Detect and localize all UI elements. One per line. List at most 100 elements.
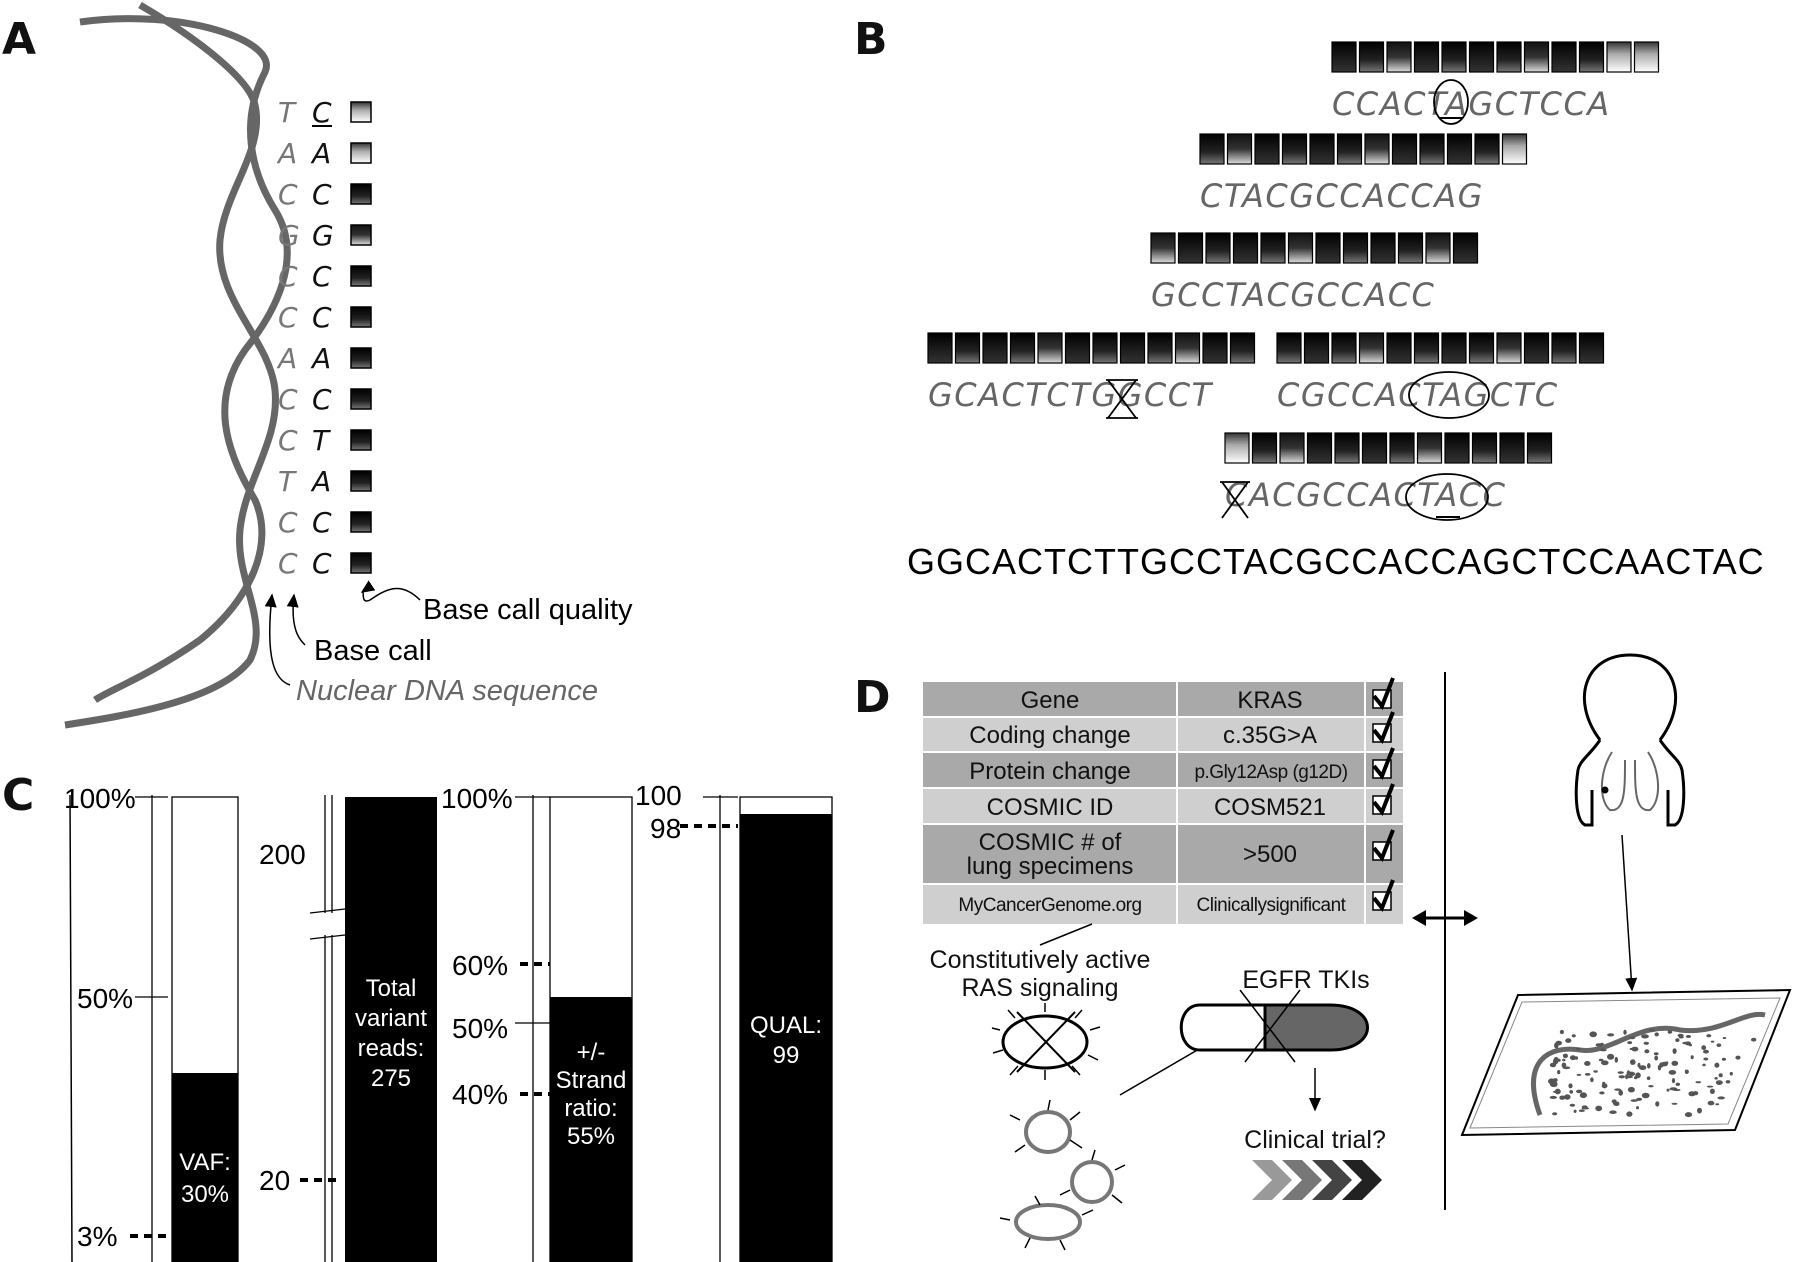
read-quality-square <box>1633 41 1660 73</box>
read-quality-square <box>1496 332 1522 364</box>
table-value-coding: c.35G>A <box>1223 722 1317 749</box>
read-quality-square <box>1119 332 1146 364</box>
read-quality-square <box>1358 332 1385 364</box>
base-call: C <box>312 547 332 580</box>
quality-square <box>350 142 372 164</box>
read-quality-square <box>1526 432 1553 464</box>
tissue-cell <box>1672 1089 1681 1091</box>
read-quality-square <box>1416 432 1443 464</box>
tissue-cell <box>1631 1046 1639 1052</box>
variant-circle-read5 <box>1408 371 1490 419</box>
tissue-cell <box>1569 1103 1576 1107</box>
check-mark <box>1372 677 1395 710</box>
tissue-cell <box>1666 1088 1670 1092</box>
error-cross-read6 <box>1220 481 1250 519</box>
tissue-cell <box>1581 1107 1590 1110</box>
read-quality-square <box>927 332 953 364</box>
table-field-cosmic-count-2: lung specimens <box>967 853 1134 880</box>
dna-base: C <box>278 301 298 334</box>
read-quality-square <box>1199 133 1225 165</box>
tissue-cell <box>1559 1095 1566 1100</box>
read-quality-square <box>1446 133 1473 165</box>
dna-strand-1 <box>79 15 291 703</box>
tissue-cell <box>1716 1043 1722 1047</box>
check-mark <box>1372 711 1395 744</box>
tissue-cell <box>1688 1043 1693 1047</box>
tissue-cell <box>1565 1038 1572 1043</box>
read-quality-square <box>1499 432 1525 464</box>
panel-b: CCACTAGCTCCA CTACGCCACCAG GCCTACGCCACC GCAC… <box>907 41 1764 582</box>
table-row-bg-3 <box>923 788 1403 824</box>
base-call: A <box>310 342 331 375</box>
base-call: T <box>312 424 331 457</box>
reads-bar <box>345 797 437 1262</box>
read-quality-square <box>1397 232 1424 264</box>
tissue-cell <box>1701 1045 1707 1051</box>
arrow-table-to-cells <box>1039 923 1093 946</box>
base-call: C <box>312 301 332 334</box>
read-quality-square <box>1389 432 1415 464</box>
strand-tick-50: 50% <box>452 1013 508 1044</box>
label-egfr-tkis: EGFR TKIs <box>1242 966 1369 994</box>
qual-axis <box>703 795 738 1262</box>
tissue-cell <box>1626 1111 1633 1117</box>
tissue-cell <box>1648 1029 1655 1032</box>
read-quality-square <box>1177 232 1204 264</box>
tissue-slide-icon <box>1460 988 1792 1137</box>
base-call-arrow <box>286 593 306 646</box>
dna-base: A <box>276 137 297 170</box>
tissue-cell <box>1675 1038 1680 1042</box>
panel-letter-b: B <box>854 14 888 65</box>
tissue-cell <box>1569 1090 1573 1094</box>
quality-square <box>350 511 372 533</box>
dna-arrow <box>264 593 291 686</box>
read-quality-square <box>1309 133 1335 165</box>
vaf-bar-fill <box>172 1073 238 1262</box>
tissue-cell <box>1549 1081 1558 1088</box>
read-quality-square <box>982 332 1008 364</box>
panel-a: T CA AC CG GC CC CA AC CC TT AC CC C Base call quali… <box>64 1 633 729</box>
tissue-cell <box>1627 1071 1636 1077</box>
tissue-cell <box>1635 1072 1641 1079</box>
read-quality-square <box>1306 432 1333 464</box>
reads-label-4: 275 <box>371 1065 411 1092</box>
dna-base: C <box>278 383 298 416</box>
strand-bar-fill <box>550 997 632 1262</box>
tissue-cell <box>1601 1083 1608 1089</box>
panel-d: Gene KRAS Coding change c.35G>A Protein … <box>923 653 1792 1251</box>
reads-axis <box>309 795 346 1262</box>
tissue-cell <box>1573 1109 1577 1114</box>
tissue-cell <box>1636 1106 1639 1110</box>
read-quality-square <box>1523 41 1550 73</box>
dna-base: C <box>278 260 298 293</box>
tissue-cell <box>1557 1070 1561 1075</box>
read-quality-square <box>1342 232 1369 264</box>
read-quality-square <box>1391 133 1418 165</box>
tissue-cell <box>1729 1071 1733 1076</box>
read-quality-square <box>1092 332 1118 364</box>
read-quality-square <box>1224 432 1250 464</box>
strand-label-3: ratio: <box>564 1095 617 1122</box>
tissue-cell <box>1684 1069 1689 1075</box>
check-mark <box>1372 747 1395 780</box>
vaf-tick-3: 3% <box>77 1221 117 1252</box>
read-quality-square <box>1523 332 1550 364</box>
dna-strand-2 <box>64 1 279 729</box>
tissue-cell <box>1625 1074 1629 1080</box>
dna-base: T <box>278 465 297 498</box>
tissue-cell <box>1579 1092 1587 1099</box>
tissue-cell <box>1584 1061 1591 1066</box>
tissue-cell <box>1725 1080 1731 1084</box>
read-quality-square <box>1229 332 1256 364</box>
read-quality-square <box>1551 41 1577 73</box>
read-quality-square <box>1452 232 1479 264</box>
tissue-cell <box>1614 1056 1619 1063</box>
read-quality-square <box>1202 332 1228 364</box>
quality-square <box>350 552 372 574</box>
read-quality-square <box>1468 332 1495 364</box>
read-quality-square <box>1232 232 1259 264</box>
tissue-cell <box>1623 1029 1627 1035</box>
tissue-cell <box>1609 1110 1617 1114</box>
tissue-cell <box>1614 1088 1622 1091</box>
tissue-cell <box>1721 1057 1726 1061</box>
